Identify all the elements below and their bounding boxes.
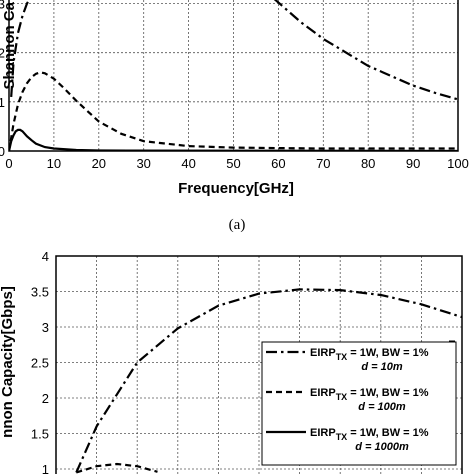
top-y-tick-label: 1 [0,95,5,110]
bottom-series-line-dashdot [75,288,462,473]
bottom-y-tick-label: 4 [42,249,49,264]
bottom-y-tick-label: 3.5 [31,285,49,300]
top-series-group [9,0,458,151]
top-x-tick-label: 80 [361,156,375,171]
top-series-line-dashdot [10,0,31,97]
legend-box [261,341,457,466]
top-y-tick-labels: 0 1 2 3 [0,0,5,159]
bottom-chart-panel: 1 1.5 2 2.5 3 3.5 4 nnon Capacity[Gbps] EIRPTX… [0,249,463,474]
top-plot-frame [8,0,459,152]
bottom-y-axis-label: nnon Capacity[Gbps] [0,286,16,438]
bottom-y-tick-label: 1.5 [31,427,49,442]
top-y-tick-label: 2 [0,46,5,61]
bottom-y-tick-label: 3 [42,320,49,335]
top-series-line-dash [9,71,458,151]
top-caption: (a) [229,217,246,233]
top-x-tick-labels: 0 10 20 30 40 50 60 70 80 90 100 [5,156,468,171]
bottom-y-tick-labels: 1 1.5 2 2.5 3 3.5 4 [31,249,49,474]
top-x-tick-label: 70 [316,156,330,171]
top-chart-panel: 0 1 2 3 0 10 20 30 40 50 60 70 80 90 100 Shannon Ca F… [0,0,469,233]
bottom-series-group [75,288,462,474]
top-series-line-solid [9,128,458,151]
top-x-tick-label: 10 [47,156,61,171]
bottom-series-line-dash [75,462,158,474]
top-y-tick-label: 0 [0,144,5,159]
top-y-axis-label: Shannon Ca [1,1,18,89]
bottom-y-tick-label: 2 [42,391,49,406]
top-x-tick-label: 0 [5,156,12,171]
bottom-y-tick-label: 2.5 [31,356,49,371]
top-x-tick-label: 60 [271,156,285,171]
top-x-tick-label: 30 [136,156,150,171]
top-x-tick-label: 50 [226,156,240,171]
bottom-y-tick-label: 1 [42,462,49,474]
top-x-axis-label: Frequency[GHz] [178,180,294,197]
top-y-tick-label: 3 [0,0,5,12]
legend-entry-line2: d = 100m [358,401,406,413]
top-series-line-dashdot [273,0,458,101]
top-x-tick-label: 40 [181,156,195,171]
top-x-tick-label: 100 [447,156,469,171]
legend-entry-line2: d = 1000m [355,441,409,453]
legend-entry-line1: EIRPTX = 1W, BW = 1% [310,347,429,362]
legend-entry-line1: EIRPTX = 1W, BW = 1% [310,427,429,442]
top-x-tick-label: 90 [406,156,420,171]
legend-entry-line1: EIRPTX = 1W, BW = 1% [310,387,429,402]
bottom-plot-frame [55,255,463,474]
legend-entry-line2: d = 10m [361,361,402,373]
top-x-tick-label: 20 [92,156,106,171]
